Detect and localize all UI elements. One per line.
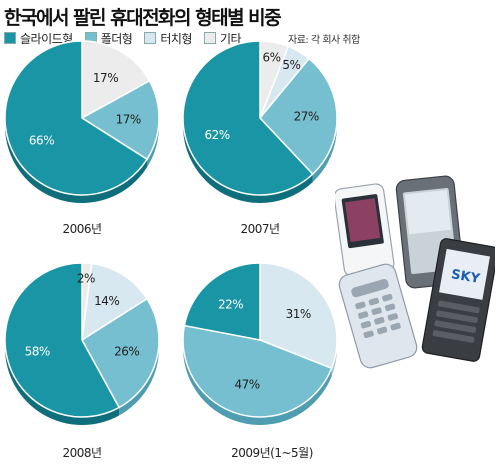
slide-phone-image: SKY bbox=[421, 238, 495, 362]
pie-chart: 6%5% 27% 62% 2007년 bbox=[182, 40, 338, 236]
pie-side bbox=[183, 118, 337, 203]
pie-side-segment bbox=[119, 340, 159, 416]
pie-slice bbox=[81, 297, 160, 409]
pie-value-label: 17% bbox=[116, 112, 141, 126]
pie-value-label: 5% bbox=[282, 58, 300, 72]
pie-value-label: 31% bbox=[286, 307, 311, 321]
pie-side bbox=[5, 340, 159, 426]
pie-side-segment bbox=[183, 118, 313, 203]
legend-label: 슬라이드형 bbox=[20, 31, 73, 46]
phones-photo: SKY bbox=[335, 175, 495, 369]
legend-swatch bbox=[203, 32, 216, 44]
pie-value-label: 22% bbox=[218, 297, 243, 311]
pie-slice bbox=[4, 40, 149, 196]
legend-swatch bbox=[144, 32, 157, 44]
legend-label: 기타 bbox=[219, 31, 242, 46]
legend-label: 폴더형 bbox=[100, 31, 133, 46]
pie-slice bbox=[4, 262, 121, 418]
legend-label: 터치형 bbox=[160, 31, 192, 46]
pie-slice bbox=[259, 57, 338, 176]
pie-slice bbox=[259, 262, 338, 370]
pie-value-label: 17% bbox=[93, 71, 118, 85]
pie-slice bbox=[182, 40, 314, 196]
pie-side-segment bbox=[331, 340, 337, 377]
pie-chart: 17% 17% 66% 2006년 bbox=[4, 40, 160, 236]
pie-slice bbox=[81, 262, 149, 342]
pie-chart: 31% 47% 22% 2009년(1~5월) bbox=[182, 262, 338, 460]
page-title: 한국에서 팔린 휴대전화의 형태별 비중 bbox=[4, 7, 282, 29]
legend-item-touch: 터치형 bbox=[144, 30, 192, 47]
legend-swatch bbox=[4, 32, 16, 44]
pie-value-label: 66% bbox=[29, 133, 54, 147]
pie-slice bbox=[183, 262, 261, 341]
legend-item-other: 기타 bbox=[203, 30, 242, 47]
legend-item-slide: 슬라이드형 bbox=[4, 30, 73, 47]
phone-brand-text: SKY bbox=[450, 267, 482, 287]
pie-slice bbox=[80, 79, 160, 161]
pie-side-segment bbox=[312, 118, 337, 183]
legend: 슬라이드형 폴더형 터치형 기타 bbox=[4, 30, 253, 46]
pie-value-label: 26% bbox=[114, 344, 139, 358]
folder-phone-image bbox=[335, 183, 418, 369]
pie-value-label: 58% bbox=[25, 344, 50, 358]
year-label: 2008년 bbox=[62, 446, 101, 460]
pie-side-segment bbox=[5, 340, 120, 426]
pie-value-label: 14% bbox=[94, 294, 119, 308]
pie-value-label: 62% bbox=[204, 128, 229, 142]
year-label: 2007년 bbox=[240, 222, 279, 236]
pie-value-label: 2% bbox=[77, 272, 95, 286]
pie-value-label: 27% bbox=[294, 110, 319, 124]
pie-chart: 2% 14% 26% 58% 2008년 bbox=[4, 262, 160, 460]
year-label: 2006년 bbox=[62, 222, 101, 236]
pie-slice bbox=[182, 324, 333, 418]
pie-value-label: 47% bbox=[235, 377, 260, 391]
pie-slice bbox=[81, 40, 151, 120]
pie-side bbox=[183, 340, 337, 425]
source-note: 자료: 각 회사 취합 bbox=[288, 35, 360, 46]
year-label: 2009년(1~5월) bbox=[231, 446, 313, 460]
pie-value-label: 6% bbox=[263, 50, 281, 64]
